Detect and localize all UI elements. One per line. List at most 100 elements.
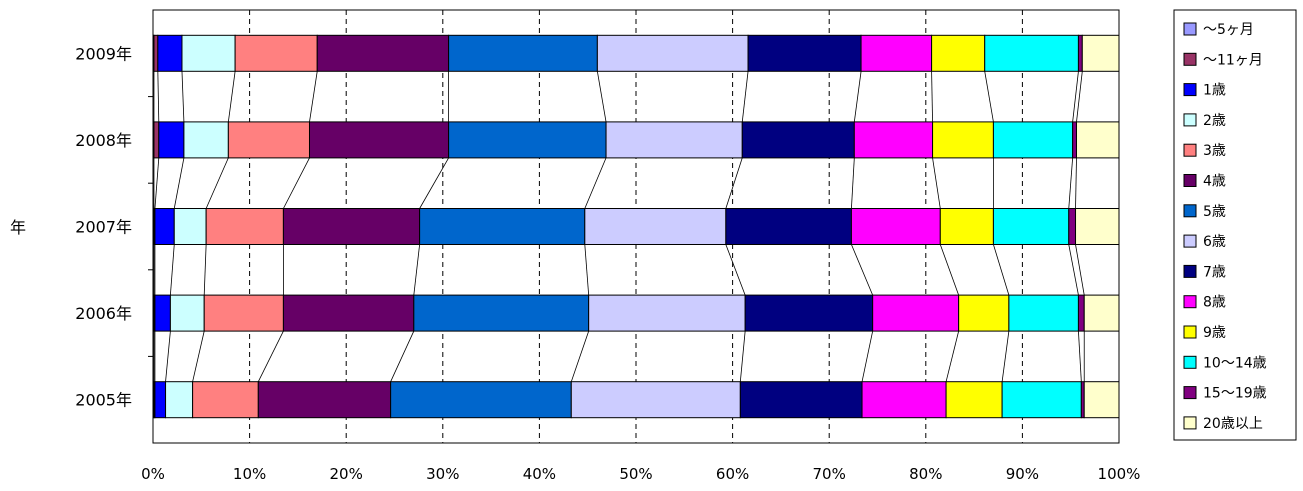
legend-entry: 4歳 [1203, 174, 1226, 190]
series-line [1076, 71, 1083, 122]
bar-segment [234, 34, 318, 72]
value-axis: 0% 10% 20% 30% 40% 50% 60% 70% 80% 90% 100% [141, 465, 1140, 483]
bar-segment [931, 34, 986, 72]
legend-entry: ～11ヶ月 [1203, 52, 1263, 68]
bar-segment [390, 381, 572, 419]
bar-segment [448, 121, 607, 159]
legend-entry: 1歳 [1203, 83, 1226, 99]
series-line [157, 71, 160, 122]
series-line [939, 244, 960, 296]
bar-segment [747, 34, 862, 72]
bars [152, 34, 1120, 419]
legend-swatch [1183, 143, 1197, 157]
bar-segment [154, 381, 167, 419]
series-line [725, 244, 746, 296]
category-label: 2006年 [75, 304, 132, 323]
series-line [945, 331, 960, 382]
legend-entry: 8歳 [1203, 295, 1226, 311]
series-line [192, 331, 205, 382]
series-line [584, 244, 590, 296]
series-line [932, 157, 941, 209]
series-line [984, 71, 994, 122]
bar-segment [448, 34, 598, 72]
series-line [1068, 244, 1079, 296]
bar-segment [413, 294, 590, 332]
bar-segment [1072, 121, 1077, 159]
bar-segment [158, 121, 185, 159]
bar-segment [165, 381, 194, 419]
bar-segment [282, 294, 415, 332]
category-axis: 2009年 2008年 2007年 2006年 2005年 [75, 44, 153, 410]
series-line [390, 330, 415, 382]
series-line [725, 157, 743, 209]
legend-swatch [1183, 264, 1197, 278]
series-line [851, 244, 874, 296]
connector-lines [153, 71, 1085, 382]
bar-segment [860, 34, 933, 72]
x-tick-label: 0% [141, 465, 165, 483]
bar-segment [992, 121, 1074, 159]
bar-segment [419, 208, 586, 245]
series-line [413, 244, 421, 296]
legend-entry: 6歳 [1203, 234, 1226, 250]
series-line [1075, 244, 1085, 296]
series-line [1078, 331, 1082, 382]
bar-segment [744, 294, 874, 332]
category-label: 2008年 [75, 131, 132, 150]
bar-segment [308, 121, 450, 159]
series-line [1068, 157, 1074, 209]
series-line [181, 71, 185, 122]
legend-swatch [1183, 355, 1197, 369]
x-tick-label: 80% [909, 465, 942, 483]
legend-entry: 3歳 [1203, 143, 1226, 159]
bar-segment [1081, 34, 1120, 72]
bar-segment [257, 381, 392, 419]
bar-segment [205, 208, 284, 245]
series-line [309, 71, 318, 122]
category-label: 2005年 [75, 391, 132, 410]
bar-segment [173, 208, 207, 245]
legend-swatch [1183, 52, 1197, 66]
series-line [173, 157, 185, 209]
series-line [169, 244, 175, 296]
bar-segment [1083, 294, 1120, 332]
bar-segment [739, 381, 863, 419]
bar-segment [939, 208, 994, 245]
bar-segment [203, 294, 284, 332]
bar-segment [282, 208, 421, 245]
bar-segment [1075, 121, 1120, 159]
bar-segment [183, 121, 229, 159]
x-tick-label: 60% [716, 465, 749, 483]
bar-segment [872, 294, 960, 332]
legend-swatch [1183, 295, 1197, 309]
legend-swatch [1183, 386, 1197, 400]
category-label: 2007年 [75, 218, 132, 237]
legend-swatch [1183, 204, 1197, 218]
legend-entry: 20歳以上 [1203, 416, 1263, 432]
legend-entry: ～5ヶ月 [1203, 22, 1254, 38]
series-line [851, 157, 855, 209]
series-line [570, 330, 590, 382]
series-line [1075, 157, 1077, 209]
bar-segment [181, 34, 236, 72]
bar-segment [945, 381, 1003, 419]
x-tick-label: 70% [813, 465, 846, 483]
series-line [1001, 331, 1010, 382]
x-tick-label: 30% [426, 465, 459, 483]
series-line [993, 244, 1010, 296]
legend-swatch [1183, 22, 1197, 36]
series-line [861, 331, 874, 382]
bar-segment [169, 294, 205, 332]
bar-segment [1077, 34, 1083, 72]
bar-segment [932, 121, 994, 159]
legend-swatch [1183, 174, 1197, 187]
bar-segment [227, 121, 310, 159]
bar-segment [1075, 208, 1120, 245]
series-line [227, 71, 236, 122]
bar-segment [861, 381, 947, 419]
bar-segment [958, 294, 1010, 332]
legend-swatch [1183, 234, 1197, 248]
legend-swatch [1183, 83, 1197, 97]
bar-segment [1077, 294, 1085, 332]
